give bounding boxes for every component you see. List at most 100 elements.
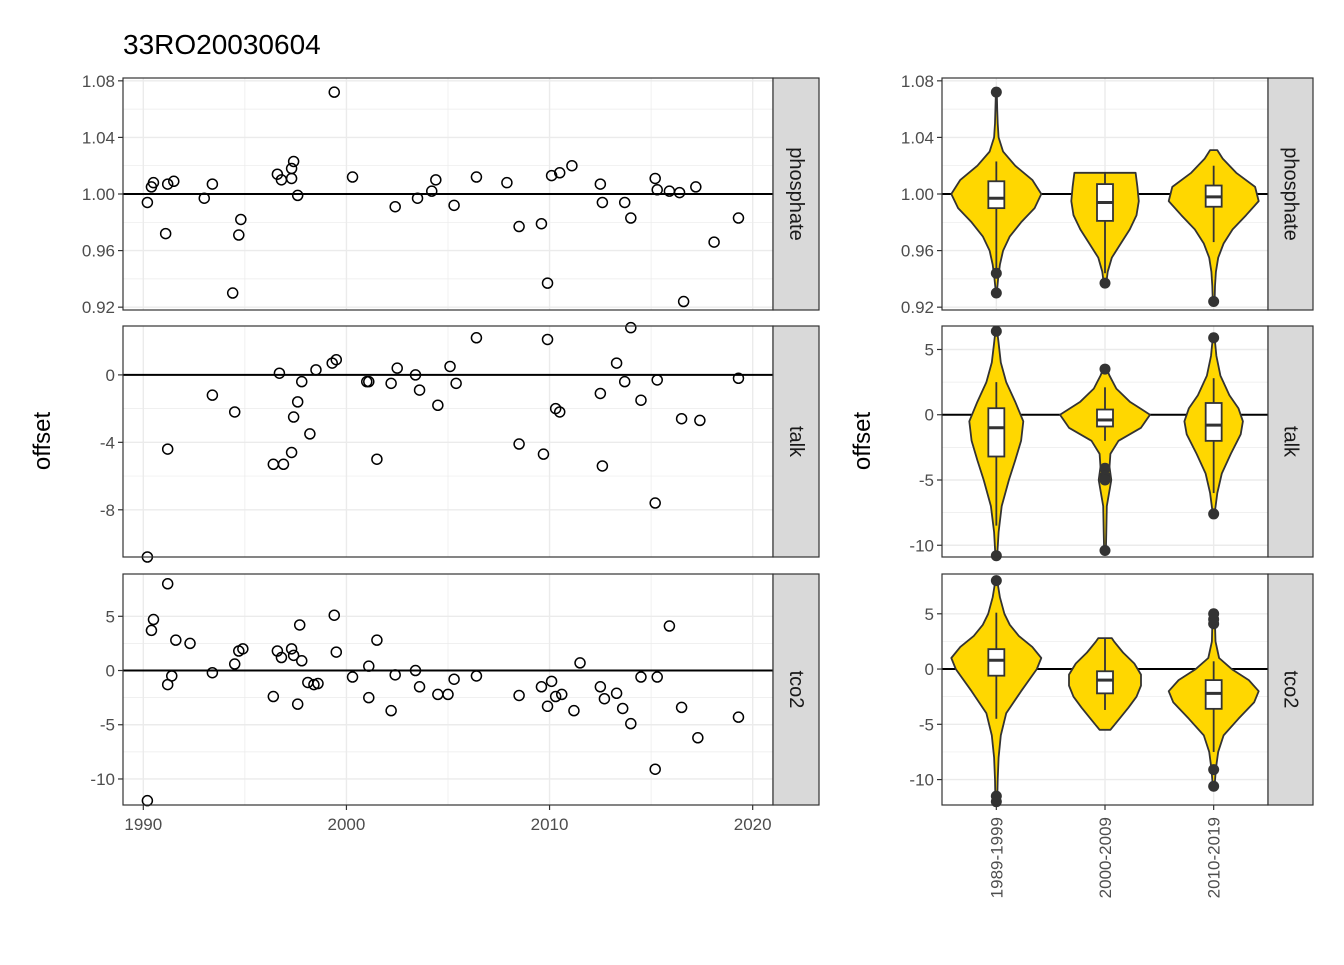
left-tco2-data-point [568,704,580,717]
right-tco2-y-tick-label: 0 [925,660,934,679]
left-talk-data-point [651,374,663,386]
right-tco2-box [987,648,1006,677]
left-phosphate-data-point [411,192,424,204]
left-talk-data-point [363,375,375,388]
right-talk-y-tick-label: -5 [919,471,934,490]
left-tco2-data-point [513,689,525,702]
left-talk-data-point [450,377,462,390]
right-talk-y-tick-label: 5 [925,340,934,359]
left-talk-data-point [385,377,397,390]
left-talk-data-point [694,414,706,427]
left-talk-data-point [371,453,383,465]
right-violin-chart: 0.92 0.96 1.00 1.04 1.08 phosphate -10 -5 0 5 talk… [901,72,1314,898]
right-tco2-outlier-point [1208,780,1220,792]
left-tco2-data-point [545,675,558,688]
left-talk-data-point [635,394,647,406]
left-talk-data-point [206,389,219,401]
left-tco2-data-point [385,704,397,717]
left-tco2-y-tick-label: 5 [106,607,115,626]
left-tco2-data-point [371,634,383,646]
right-tco2-outlier-point [990,575,1002,587]
right-talk-strip-label: talk [1280,426,1302,458]
left-tco2-strip-label: tco2 [785,671,807,709]
left-tco2-y-tick-label: 0 [106,662,115,681]
left-phosphate-data-point [690,181,702,193]
right-phosphate-outlier-point [990,267,1002,279]
right-talk-strip [1267,325,1314,558]
right-phosphate-outlier-point [990,287,1002,299]
left-phosphate-strip-label: phosphate [785,147,807,240]
left-phosphate-data-point [732,212,745,224]
right-talk-y-tick-label: -10 [909,536,934,555]
left-tco2-data-point [330,646,343,658]
right-phosphate-outlier-point [990,86,1002,98]
left-talk-data-point [610,357,623,369]
left-talk-data-point [553,406,566,418]
right-tco2-y-tick-label: -5 [919,715,934,734]
right-tco2-outlier-point [1208,608,1220,620]
left-phosphate-data-point [651,184,663,196]
left-tco2-data-point [470,670,483,682]
left-talk-data-point [675,412,688,425]
left-talk-data-point [470,332,483,344]
left-talk-strip-label: talk [785,426,807,458]
left-scatter-chart: 0.92 0.96 1.00 1.04 1.08 phosphate -8 -4 0 talk -1… [82,72,820,834]
left-phosphate-y-tick-label: 1.00 [82,185,115,204]
left-tco2-data-point [594,681,607,693]
left-talk-data-point [625,321,637,334]
left-tco2-data-point [663,620,676,632]
left-talk-data-point [513,438,525,450]
right-phosphate-y-tick-label: 0.96 [901,242,934,261]
left-tco2-data-point [541,700,554,713]
left-phosphate-data-point [470,171,483,183]
left-x-tick-label: 2000 [328,815,366,834]
left-tco2-data-point [610,687,623,700]
left-talk-data-point [541,333,554,346]
left-phosphate-data-point [618,196,631,209]
left-tco2-data-point [285,643,298,655]
right-talk-box [1096,408,1114,428]
left-phosphate-y-tick-label: 0.96 [82,242,115,261]
left-tco2-data-point [651,671,663,683]
left-phosphate-data-point [566,159,578,172]
left-tco2-strip [772,573,820,806]
left-talk-data-point [273,367,286,379]
right-phosphate-strip [1267,77,1314,311]
left-tco2-data-point [574,657,586,669]
left-tco2-data-point [692,732,704,744]
right-phosphate-y-tick-label: 0.92 [901,298,934,317]
left-talk-y-tick-label: 0 [106,366,115,385]
left-tco2-data-point [413,681,426,693]
left-phosphate-data-point [535,217,548,230]
right-tco2-y-tick-label: -10 [909,771,934,790]
left-talk-data-point [413,384,426,396]
left-phosphate-data-point [226,287,239,299]
left-tco2-data-point [184,637,196,650]
left-tco2-data-point [312,677,324,690]
left-tco2-data-point [346,671,359,683]
left-phosphate-data-point [328,86,340,98]
right-phosphate-strip-label: phosphate [1280,147,1302,240]
left-phosphate-data-point [291,189,304,202]
right-phosphate-box [987,180,1006,210]
right-phosphate-outlier-point [1099,277,1111,289]
left-tco2-data-point [166,670,178,682]
left-talk-y-tick-label: -4 [100,433,115,452]
left-phosphate-data-point [625,212,637,224]
left-tco2-data-point [448,673,460,685]
left-tco2-data-point [170,634,182,646]
left-phosphate-data-point [426,185,438,197]
left-tco2-data-point [556,688,568,701]
left-tco2-y-tick-label: -10 [90,770,115,789]
left-tco2-data-point [287,649,300,662]
left-phosphate-strip [772,77,820,311]
left-talk-strip [772,325,820,558]
left-tco2-data-point [296,655,308,667]
left-tco2-data-point [442,688,454,701]
right-tco2-box [1096,670,1114,695]
left-tco2-data-point [389,669,401,681]
left-tco2-data-point [625,717,637,730]
right-tco2-strip-label: tco2 [1280,671,1302,709]
